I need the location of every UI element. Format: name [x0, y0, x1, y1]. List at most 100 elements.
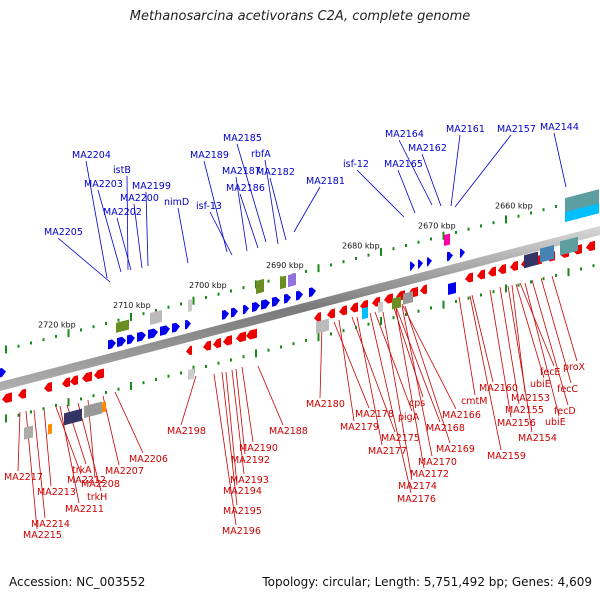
protein-domain-box — [116, 319, 129, 333]
kbp-label: 2660 kbp — [495, 202, 533, 211]
forward-gene-label: MA2186 — [226, 183, 265, 194]
reverse-leader-line — [33, 409, 46, 519]
forward-gene-arrow — [296, 290, 303, 301]
forward-gene-label: MA2165 — [384, 159, 423, 170]
reverse-gene-arrow — [339, 305, 347, 316]
upper-scale-tick — [430, 237, 432, 241]
lower-scale-tick — [255, 349, 257, 358]
upper-scale-tick — [317, 264, 320, 273]
reverse-leader-line — [458, 296, 476, 396]
protein-domain-box — [448, 281, 456, 296]
protein-domain-box — [64, 408, 82, 426]
protein-domain-box — [362, 306, 368, 320]
forward-leader-line — [97, 189, 122, 273]
protein-domain-box — [565, 203, 599, 223]
forward-gene-label: istB — [113, 165, 131, 176]
upper-scale-tick — [330, 263, 332, 267]
lower-scale-tick — [205, 364, 207, 368]
forward-leader-line — [85, 160, 108, 279]
upper-scale-tick — [480, 224, 482, 228]
upper-scale-tick — [417, 240, 420, 244]
genome-backbone — [0, 226, 600, 391]
reverse-gene-label: MA2154 — [518, 433, 557, 444]
forward-leader-line — [235, 176, 248, 252]
reverse-gene-label: MA2176 — [397, 494, 436, 505]
reverse-gene-label: MA2160 — [479, 383, 518, 394]
protein-domain-box — [150, 309, 162, 325]
upper-scale-tick — [542, 208, 545, 212]
reverse-gene-arrow — [18, 388, 26, 399]
reverse-gene-arrow — [327, 308, 335, 319]
upper-scale-tick — [205, 295, 207, 299]
reverse-gene-arrow — [62, 377, 70, 388]
reverse-gene-label: MA2190 — [239, 443, 278, 454]
reverse-leader-line — [511, 284, 526, 393]
kbp-label: 2690 kbp — [266, 261, 304, 270]
lower-scale-tick — [367, 322, 370, 326]
lower-scale-tick — [592, 264, 595, 268]
reverse-gene-label: MA2175 — [381, 433, 420, 444]
reverse-gene-label: MA2192 — [231, 455, 270, 466]
upper-scale-tick — [167, 305, 170, 309]
upper-scale-tick — [392, 247, 395, 251]
upper-scale-tick — [530, 211, 532, 215]
lower-scale-tick — [180, 371, 182, 375]
forward-gene-label: MA2204 — [72, 150, 111, 161]
reverse-gene-label: MA2206 — [129, 454, 168, 465]
reverse-gene-arrow — [350, 302, 358, 313]
gene-features — [0, 189, 599, 440]
protein-domain-box — [256, 278, 264, 294]
reverse-leader-line — [551, 275, 578, 362]
forward-gene-arrow — [427, 257, 432, 267]
lower-scale-tick — [505, 284, 507, 293]
forward-leader-line — [116, 217, 132, 271]
reverse-gene-arrow — [498, 263, 506, 274]
forward-leader-line — [145, 191, 149, 267]
lower-scale-tick — [5, 414, 7, 423]
forward-leader-line — [133, 203, 143, 269]
reverse-gene-arrow — [70, 375, 78, 386]
protein-domain-box — [102, 401, 106, 413]
reverse-leader-line — [356, 316, 383, 446]
reverse-gene-label: MA2208 — [81, 479, 120, 490]
forward-leader-line — [454, 134, 512, 208]
forward-gene-label: isf-13 — [196, 201, 222, 212]
reverse-leader-line — [519, 282, 555, 367]
reverse-gene-arrow — [477, 269, 485, 280]
reverse-gene-label: ubiE — [545, 417, 566, 428]
forward-gene-arrow — [410, 261, 415, 271]
reverse-leader-line — [55, 406, 82, 475]
forward-leader-line — [356, 169, 405, 218]
reverse-leader-line — [59, 405, 80, 504]
forward-gene-label: MA2157 — [497, 124, 536, 135]
reverse-leader-line — [401, 303, 457, 410]
lower-scale-tick — [480, 293, 482, 297]
reverse-gene-label: fecE — [540, 367, 560, 378]
upper-scale-tick — [117, 318, 120, 322]
reverse-leader-line — [369, 312, 412, 494]
upper-scale-tick — [405, 243, 407, 247]
lower-scale-tick — [17, 413, 20, 417]
kbp-label: 2670 kbp — [418, 222, 456, 231]
reverse-gene-label: MA2168 — [426, 423, 465, 434]
reverse-gene-label: ubiE — [530, 379, 551, 390]
reverse-gene-label: MA2179 — [340, 422, 379, 433]
upper-scale-tick — [455, 230, 457, 234]
forward-gene-label: MA2187 — [222, 166, 261, 177]
reverse-leader-line — [531, 279, 569, 406]
forward-gene-label: MA2182 — [256, 167, 295, 178]
reverse-leader-line — [351, 316, 396, 433]
reverse-gene-label: MA2159 — [487, 451, 526, 462]
reverse-leader-line — [540, 277, 572, 384]
reverse-leader-line — [374, 311, 413, 412]
forward-leader-line — [398, 139, 433, 206]
lower-scale-tick — [30, 410, 32, 414]
lower-scale-tick — [430, 306, 432, 310]
lower-scale-tick — [305, 338, 307, 342]
forward-gene-label: MA2161 — [446, 124, 485, 135]
reverse-leader-line — [17, 411, 21, 472]
reverse-leader-line — [395, 306, 441, 423]
reverse-leader-line — [333, 321, 370, 409]
page-title: Methanosarcina acetivorans C2A, complete… — [129, 9, 471, 24]
reverse-leader-line — [225, 371, 238, 486]
